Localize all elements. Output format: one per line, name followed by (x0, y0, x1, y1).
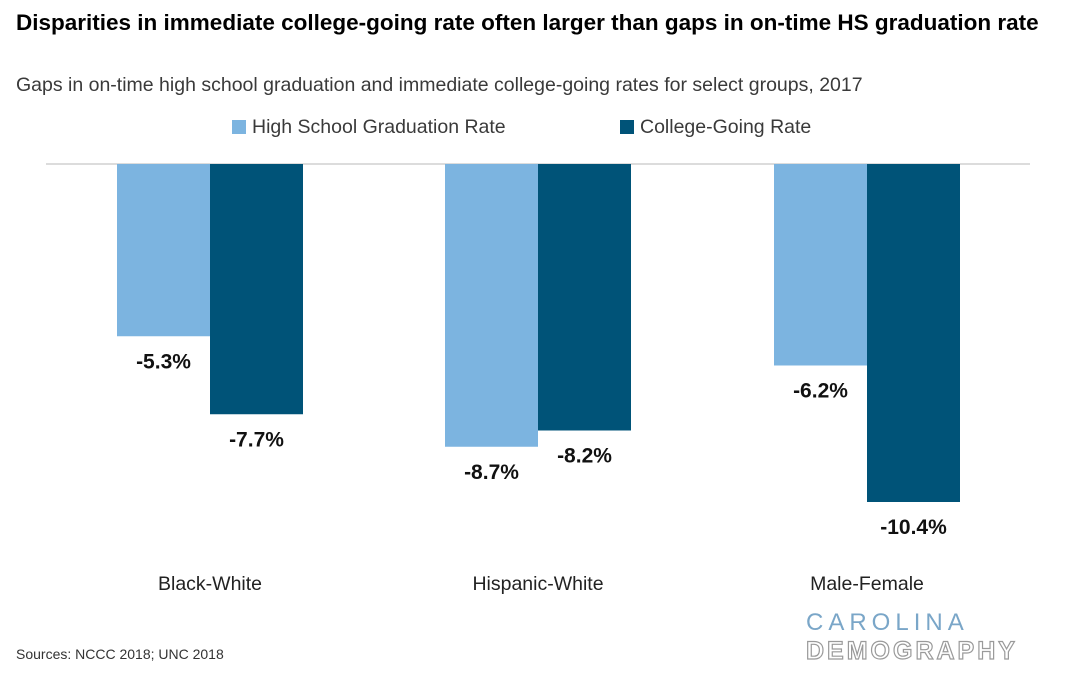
logo-line1: CAROLINA (806, 609, 969, 636)
legend: High School Graduation Rate College-Goin… (0, 112, 1068, 142)
legend-label-hs-graduation: High School Graduation Rate (252, 115, 506, 138)
bar-black-white-high-school-graduation-rate (117, 164, 210, 337)
category-label-black-white: Black-White (158, 573, 262, 595)
legend-swatch-college-going (620, 120, 634, 134)
chart-subtitle: Gaps in on-time high school graduation a… (16, 74, 863, 96)
bar-black-white-college-going-rate (210, 164, 303, 415)
source-note: Sources: NCCC 2018; UNC 2018 (16, 646, 224, 662)
legend-label-college-going: College-Going Rate (640, 115, 812, 138)
data-label-hispanic-white-high-school-graduation-rate: -8.7% (464, 461, 519, 484)
category-label-male-female: Male-Female (810, 573, 924, 595)
data-label-hispanic-white-college-going-rate: -8.2% (557, 445, 612, 468)
bar-hispanic-white-high-school-graduation-rate (445, 164, 538, 447)
data-label-male-female-college-going-rate: -10.4% (880, 516, 947, 539)
data-label-black-white-high-school-graduation-rate: -5.3% (136, 350, 191, 373)
data-label-male-female-high-school-graduation-rate: -6.2% (793, 380, 848, 403)
chart-title: Disparities in immediate college-going r… (16, 10, 1039, 35)
data-label-black-white-college-going-rate: -7.7% (229, 428, 284, 451)
logo-line2: DEMOGRAPHY (805, 636, 1018, 665)
bar-male-female-college-going-rate (867, 164, 960, 502)
bar-male-female-high-school-graduation-rate (774, 164, 867, 366)
carolina-demography-logo: CAROLINA DEMOGRAPHY (805, 609, 1056, 666)
category-label-hispanic-white: Hispanic-White (472, 573, 603, 595)
bar-hispanic-white-college-going-rate (538, 164, 631, 431)
legend-item-hs-graduation: High School Graduation Rate (232, 112, 506, 142)
legend-item-college-going: College-Going Rate (620, 112, 811, 142)
legend-swatch-hs-graduation (232, 120, 246, 134)
